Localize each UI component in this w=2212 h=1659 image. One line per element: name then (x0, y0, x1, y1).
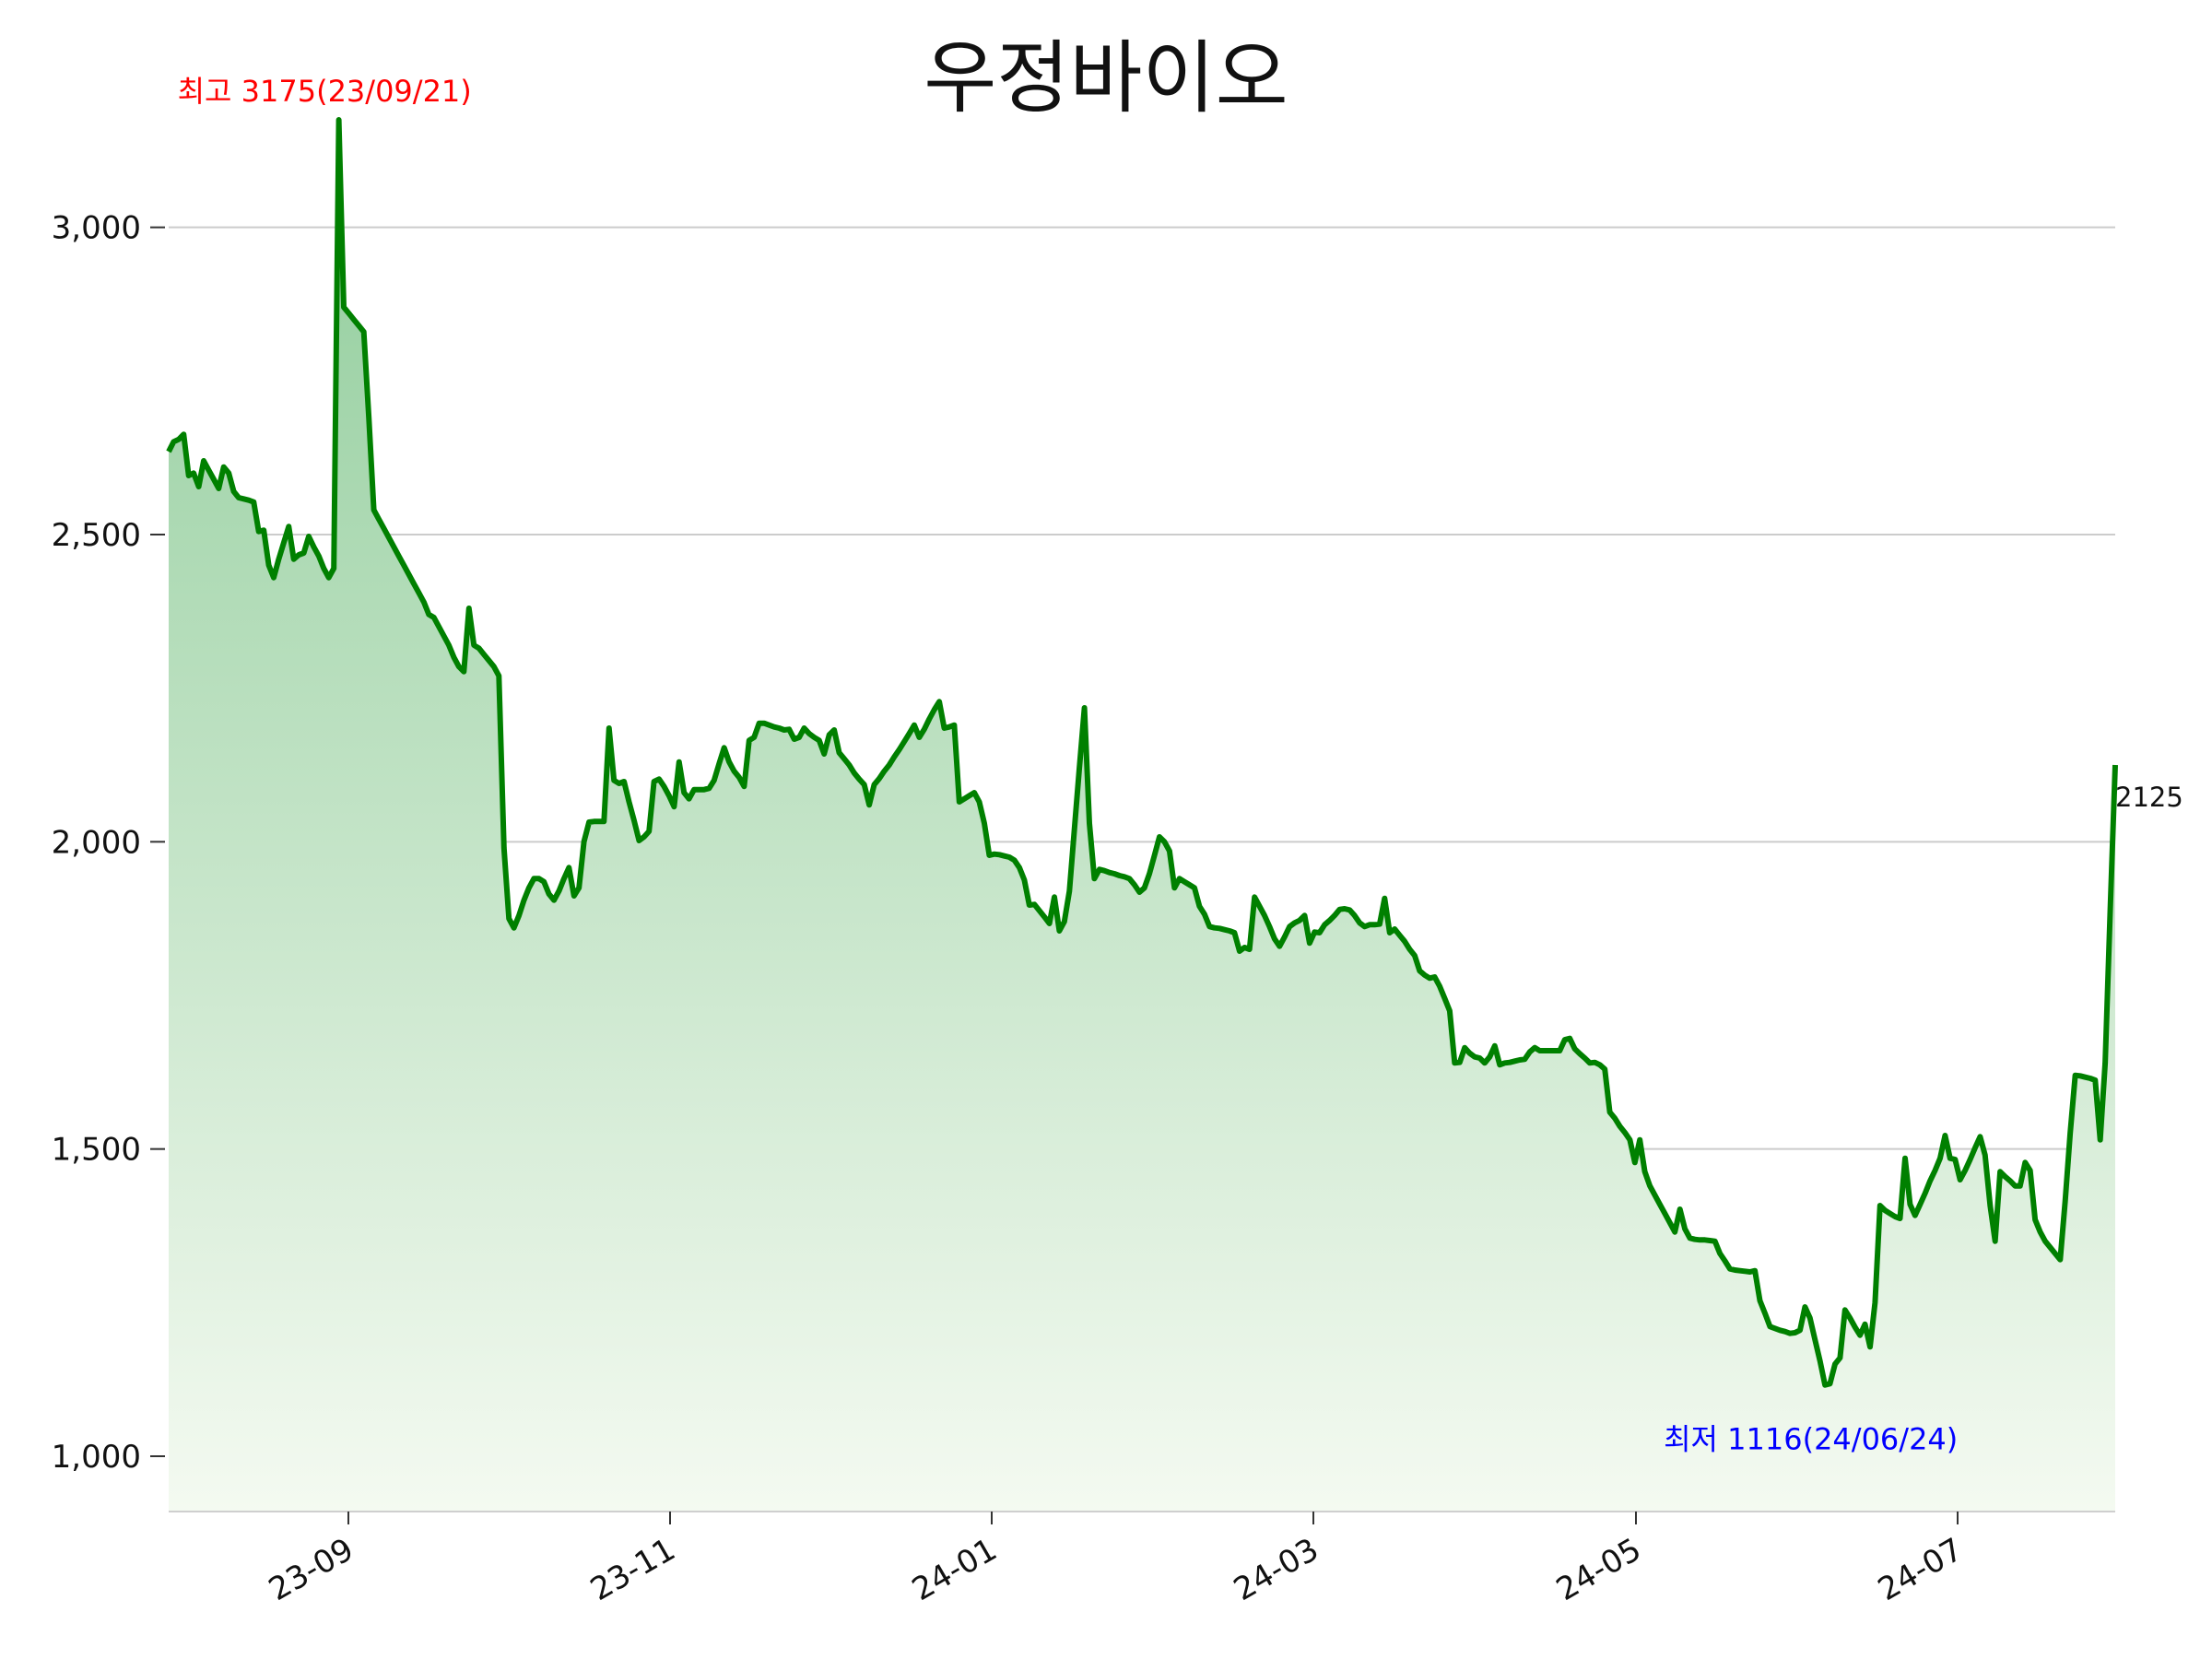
y-tick-label: 2,500 (52, 517, 141, 554)
x-tick-label: 24-07 (1872, 1531, 1970, 1608)
x-tick-label: 23-11 (584, 1531, 682, 1608)
y-tick-label: 3,000 (52, 210, 141, 247)
x-tick-label: 24-01 (906, 1531, 1004, 1608)
y-tick-label: 1,500 (52, 1132, 141, 1169)
last-value-annotation: 2125 (2115, 782, 2183, 813)
x-tick-label: 24-05 (1550, 1531, 1648, 1608)
y-axis: 1,000 1,500 2,000 2,500 3,000 (52, 210, 165, 1476)
high-annotation: 최고 3175(23/09/21) (178, 74, 472, 109)
price-area-fill (169, 120, 2115, 1512)
price-line (166, 117, 2118, 1388)
y-tick-label: 2,000 (52, 824, 141, 861)
low-annotation: 최저 1116(24/06/24) (1664, 1422, 1958, 1457)
chart-title: 우정바이오 (924, 32, 1288, 124)
x-tick-label: 23-09 (263, 1531, 360, 1608)
x-tick-label: 24-03 (1228, 1531, 1325, 1608)
x-axis: 23-09 23-11 24-01 24-03 24-05 24-07 (263, 1512, 1970, 1608)
y-tick-label: 1,000 (52, 1439, 141, 1476)
